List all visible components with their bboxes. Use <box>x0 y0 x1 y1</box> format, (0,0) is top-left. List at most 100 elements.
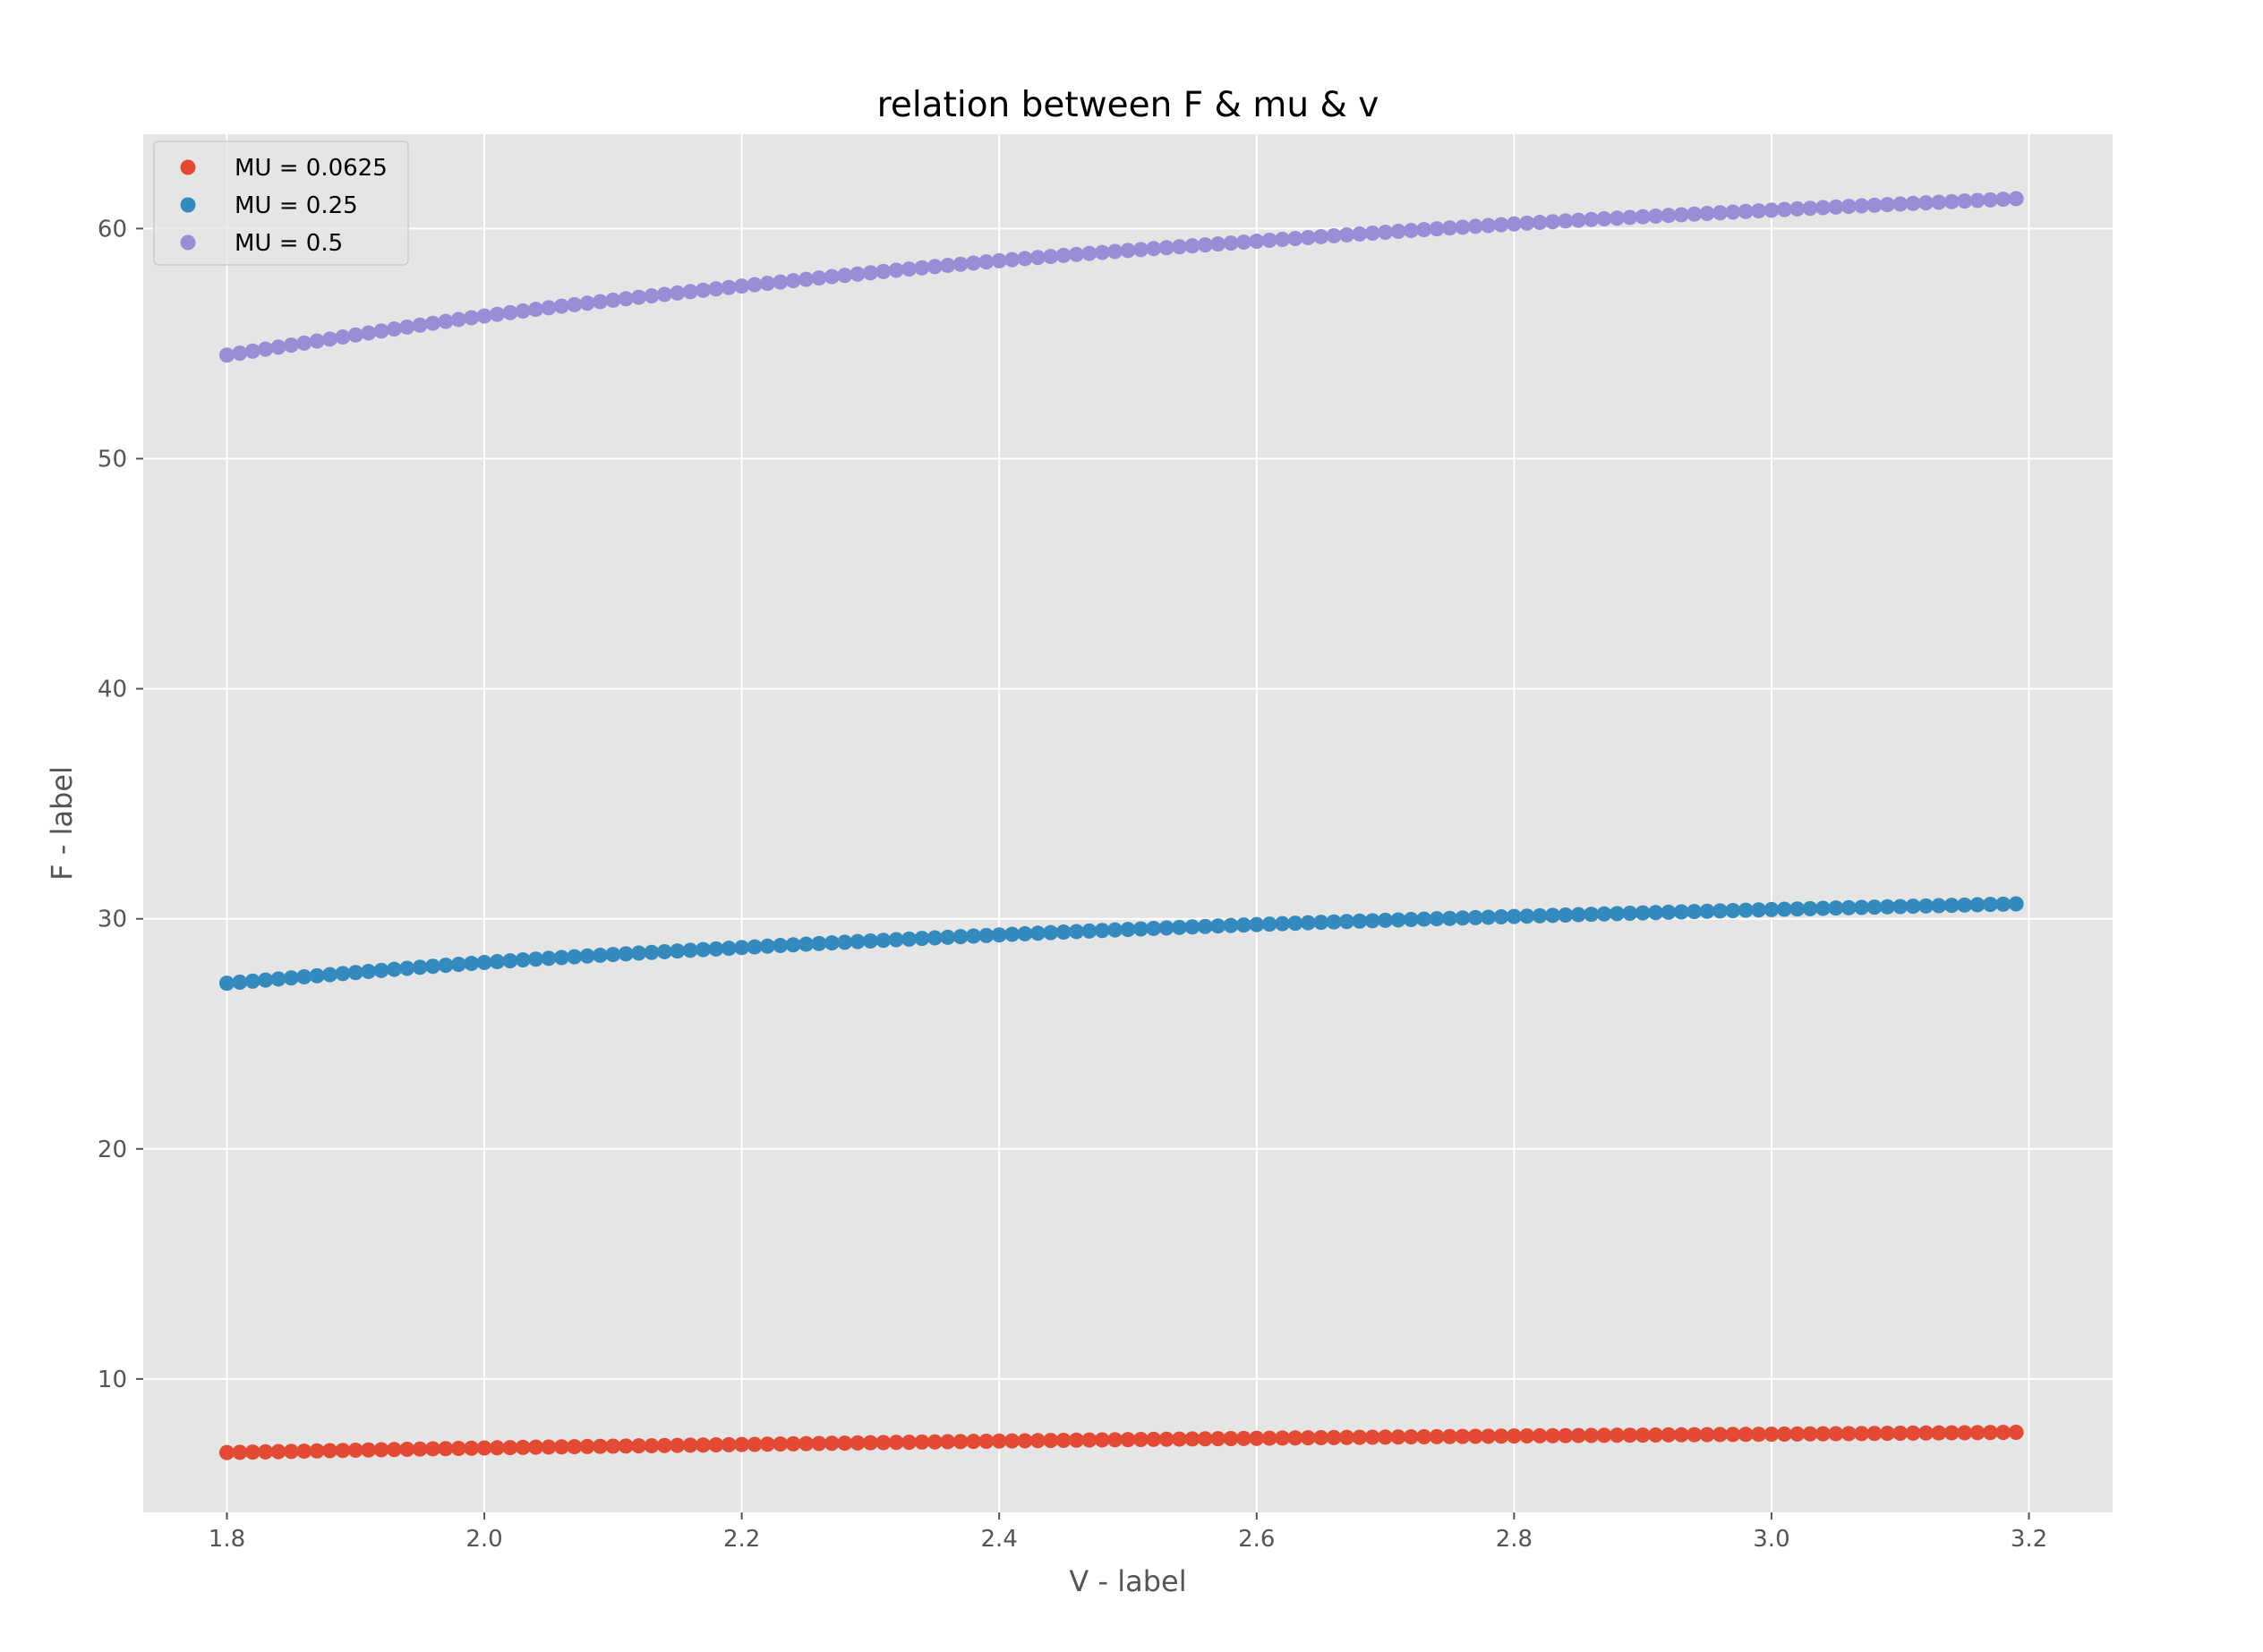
data-point <box>1802 900 1818 916</box>
data-point <box>1687 904 1703 920</box>
data-point <box>296 335 312 351</box>
data-point <box>270 1443 286 1460</box>
data-point <box>734 940 750 956</box>
data-point <box>1481 217 1497 234</box>
data-point <box>759 276 775 292</box>
data-point <box>1738 203 1754 219</box>
data-point <box>1931 194 1947 210</box>
data-point <box>1275 231 1291 247</box>
data-point <box>489 954 505 970</box>
data-point <box>1828 1426 1844 1442</box>
data-point <box>1699 903 1715 919</box>
data-point <box>1403 223 1419 239</box>
data-point <box>373 962 389 978</box>
data-point <box>1029 250 1046 266</box>
data-point <box>1120 922 1136 938</box>
data-point <box>1982 192 1998 208</box>
data-point <box>425 1441 441 1457</box>
data-point <box>734 278 750 294</box>
data-point <box>244 343 260 359</box>
data-point <box>464 1440 480 1456</box>
data-point <box>528 302 544 318</box>
data-point <box>1570 1427 1586 1443</box>
data-point <box>1493 217 1509 233</box>
data-point <box>1854 198 1870 214</box>
data-point <box>1055 1432 1072 1448</box>
data-point <box>1029 1433 1046 1449</box>
data-point <box>1481 1428 1497 1444</box>
data-point <box>618 946 634 962</box>
data-point <box>361 1442 377 1458</box>
data-point <box>1146 1431 1162 1447</box>
data-point <box>670 1437 686 1453</box>
data-point <box>1416 222 1432 238</box>
data-point <box>1763 1426 1780 1443</box>
data-point <box>965 928 981 944</box>
data-point <box>1609 1427 1625 1443</box>
data-point <box>1158 1431 1174 1447</box>
data-point <box>528 1439 544 1455</box>
data-point <box>978 927 995 943</box>
data-point <box>927 1434 943 1450</box>
data-point <box>321 967 337 983</box>
data-point <box>747 277 763 293</box>
legend-marker <box>180 234 196 251</box>
data-point <box>1017 925 1033 941</box>
data-point <box>1378 912 1394 928</box>
data-point <box>476 955 492 971</box>
data-point <box>258 341 274 357</box>
data-point <box>335 1443 351 1459</box>
data-point <box>1918 195 1934 211</box>
data-point <box>1789 1426 1806 1442</box>
data-point <box>296 969 312 985</box>
x-tick-label: 2.0 <box>465 1526 502 1553</box>
data-point <box>798 271 815 287</box>
data-point <box>425 315 441 331</box>
data-point <box>747 939 763 955</box>
data-point <box>296 1443 312 1460</box>
data-point <box>1275 915 1291 932</box>
data-point <box>1776 901 1792 917</box>
data-point <box>1068 924 1084 940</box>
data-point <box>502 304 518 320</box>
data-point <box>464 956 480 972</box>
data-point <box>1622 906 1638 922</box>
data-point <box>682 1437 698 1453</box>
data-point <box>1287 230 1303 246</box>
data-point <box>1326 914 1342 930</box>
data-point <box>232 1444 248 1460</box>
data-point <box>759 938 775 954</box>
data-point <box>476 1440 492 1456</box>
data-point <box>1493 1428 1509 1444</box>
data-point <box>1519 908 1535 924</box>
data-point <box>1081 923 1097 939</box>
data-point <box>1338 1429 1354 1445</box>
data-point <box>605 292 621 308</box>
data-point <box>824 935 840 951</box>
data-point <box>528 951 544 967</box>
data-point <box>541 950 557 967</box>
data-point <box>347 965 363 981</box>
data-point <box>862 1435 878 1451</box>
data-point <box>567 1439 583 1455</box>
data-point <box>1416 911 1432 927</box>
data-point <box>541 1439 557 1455</box>
data-point <box>1635 209 1651 225</box>
data-point <box>450 957 466 973</box>
data-point <box>1738 1426 1754 1443</box>
data-point <box>1506 908 1522 924</box>
legend-marker <box>180 159 196 175</box>
data-point <box>1249 234 1265 250</box>
data-point <box>656 1437 672 1453</box>
data-point <box>901 931 918 947</box>
data-point <box>670 943 686 959</box>
data-point <box>1673 1426 1689 1443</box>
data-point <box>1943 898 1960 914</box>
legend-label: MU = 0.0625 <box>235 155 388 182</box>
data-point <box>541 300 557 316</box>
data-point <box>1094 923 1110 939</box>
data-point <box>1622 1427 1638 1443</box>
data-point <box>244 1444 260 1460</box>
data-point <box>1287 1430 1303 1446</box>
data-point <box>824 268 840 285</box>
